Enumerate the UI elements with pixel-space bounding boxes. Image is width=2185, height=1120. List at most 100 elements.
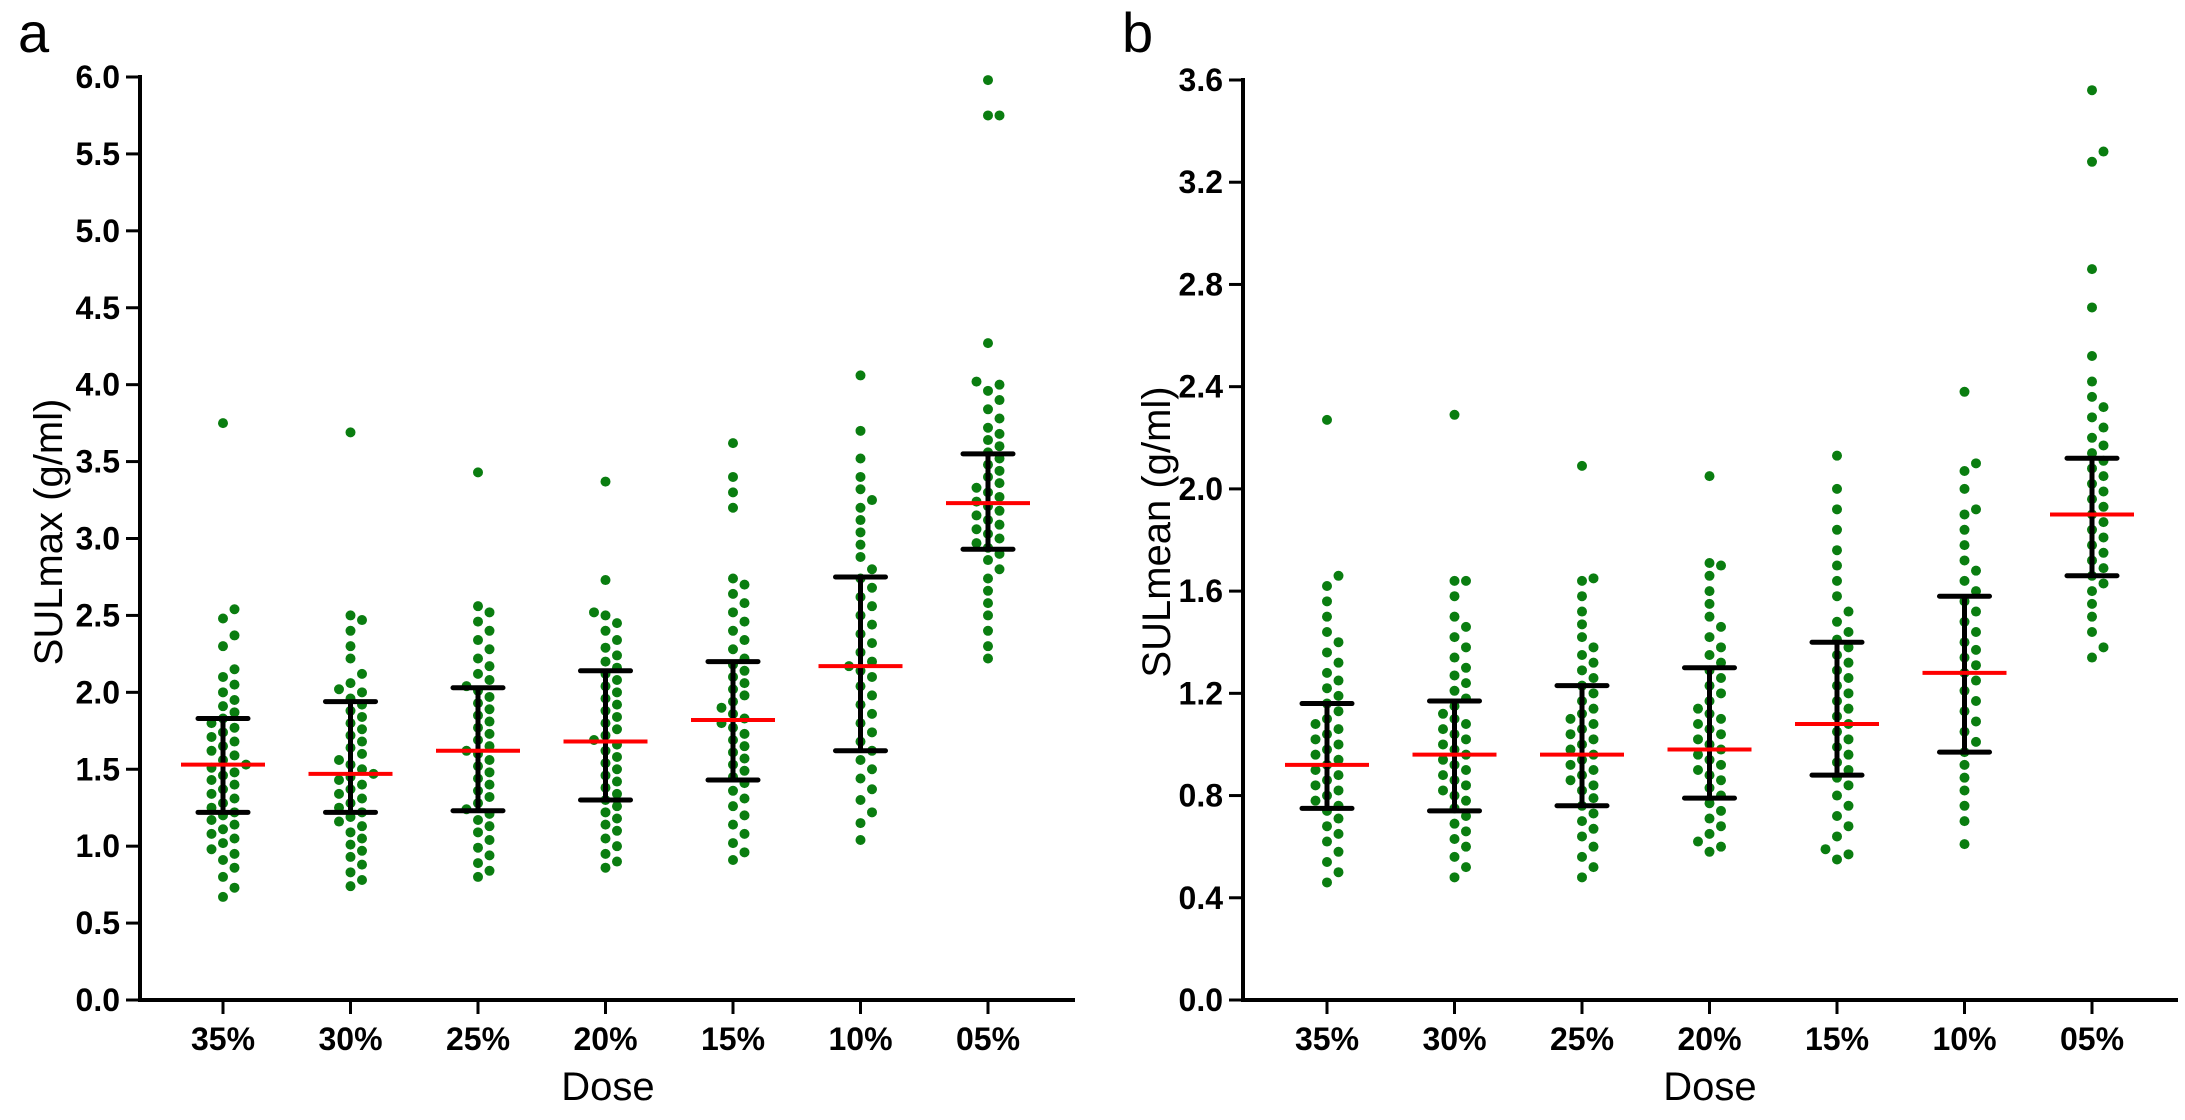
data-point: [612, 825, 622, 836]
panel-a-x-axis-title: Dose: [561, 1065, 654, 1109]
data-point: [1322, 596, 1332, 607]
data-point: [357, 793, 367, 804]
y-tick-label: 0.8: [1179, 778, 1223, 814]
data-point: [1461, 841, 1471, 852]
data-point: [867, 708, 877, 719]
data-point: [2087, 652, 2097, 663]
data-point: [1971, 504, 1981, 515]
data-point: [1438, 708, 1448, 719]
data-point: [1832, 790, 1842, 801]
data-point: [612, 618, 622, 629]
data-point: [1449, 652, 1460, 663]
data-point: [867, 564, 877, 575]
data-point: [1310, 780, 1321, 791]
data-point: [1565, 729, 1576, 740]
data-point: [994, 491, 1005, 502]
data-point: [1322, 683, 1332, 694]
data-point: [1959, 466, 1970, 476]
data-point: [1832, 575, 1842, 586]
data-point: [994, 478, 1005, 489]
y-tick-label: 2.8: [1179, 266, 1223, 302]
data-point: [1438, 770, 1448, 781]
data-point: [1322, 647, 1332, 658]
data-point: [484, 675, 495, 686]
data-point: [357, 764, 367, 775]
data-point: [2087, 598, 2097, 609]
data-point: [1322, 821, 1332, 832]
data-point: [867, 671, 877, 682]
y-tick-label: 2.0: [1179, 471, 1223, 507]
data-point: [2098, 146, 2109, 157]
data-point: [728, 819, 738, 830]
data-point: [1843, 673, 1854, 683]
data-point: [484, 791, 495, 802]
data-point: [1971, 627, 1981, 637]
data-point: [1588, 657, 1599, 668]
data-point: [1959, 839, 1970, 850]
data-point: [1322, 667, 1332, 678]
data-point: [218, 855, 228, 866]
data-point: [728, 785, 738, 796]
data-point: [994, 564, 1005, 575]
data-point: [983, 641, 993, 652]
data-point: [206, 815, 217, 826]
data-point: [1832, 504, 1842, 515]
data-point: [229, 779, 240, 790]
data-point: [218, 671, 228, 682]
data-point: [1716, 759, 1726, 770]
data-point: [334, 788, 344, 799]
y-tick-label: 0.0: [1179, 982, 1223, 1018]
data-point: [612, 711, 622, 722]
data-point: [229, 664, 240, 675]
data-point: [2087, 432, 2097, 443]
data-point: [1461, 826, 1471, 837]
data-point: [728, 607, 738, 618]
data-point: [1449, 872, 1460, 883]
data-point: [218, 641, 228, 652]
panel-b-x-axis-ticks: 35% 30% 25% 20% 15% 10% 05%: [1295, 1000, 2124, 1057]
data-point: [2087, 302, 2097, 313]
data-point: [1959, 509, 1970, 520]
y-tick-label: 3.5: [76, 444, 120, 480]
data-point: [473, 616, 483, 627]
data-point: [1577, 619, 1587, 630]
y-tick-label: 3.2: [1179, 164, 1223, 200]
data-point: [739, 690, 750, 701]
data-point: [345, 827, 356, 838]
data-point: [1449, 409, 1460, 420]
panel-b-y-axis-ticks: 0.0 0.4 0.8 1.2 1.6 2.0 2.4 2.8 3.2 3.6: [1179, 62, 1243, 1018]
data-point: [1843, 800, 1854, 811]
data-point: [334, 755, 344, 766]
data-point: [1588, 703, 1599, 714]
data-point: [1959, 785, 1970, 796]
y-tick-label: 2.4: [1179, 369, 1224, 405]
data-point: [1577, 831, 1587, 842]
data-point: [728, 855, 738, 866]
data-point: [1333, 785, 1344, 796]
data-point: [983, 422, 993, 433]
x-tick-label: 30%: [318, 1021, 382, 1057]
data-point: [1716, 729, 1726, 740]
data-point: [1322, 627, 1332, 637]
data-point: [728, 471, 738, 482]
data-point: [2087, 351, 2097, 361]
data-point: [739, 793, 750, 804]
data-point: [1310, 749, 1321, 760]
data-point: [1577, 816, 1587, 827]
data-point: [1588, 808, 1599, 819]
data-point: [855, 515, 866, 526]
data-point: [1716, 621, 1726, 632]
data-point: [983, 110, 993, 121]
data-point: [1693, 836, 1703, 847]
data-point: [1693, 765, 1703, 775]
data-point: [1704, 828, 1715, 839]
data-point: [357, 748, 367, 759]
data-point: [612, 776, 622, 787]
data-point: [1971, 606, 1981, 617]
data-point: [1449, 834, 1460, 844]
data-point: [206, 844, 217, 855]
x-tick-label: 35%: [1295, 1021, 1359, 1057]
data-point: [994, 533, 1005, 544]
data-point: [728, 487, 738, 498]
